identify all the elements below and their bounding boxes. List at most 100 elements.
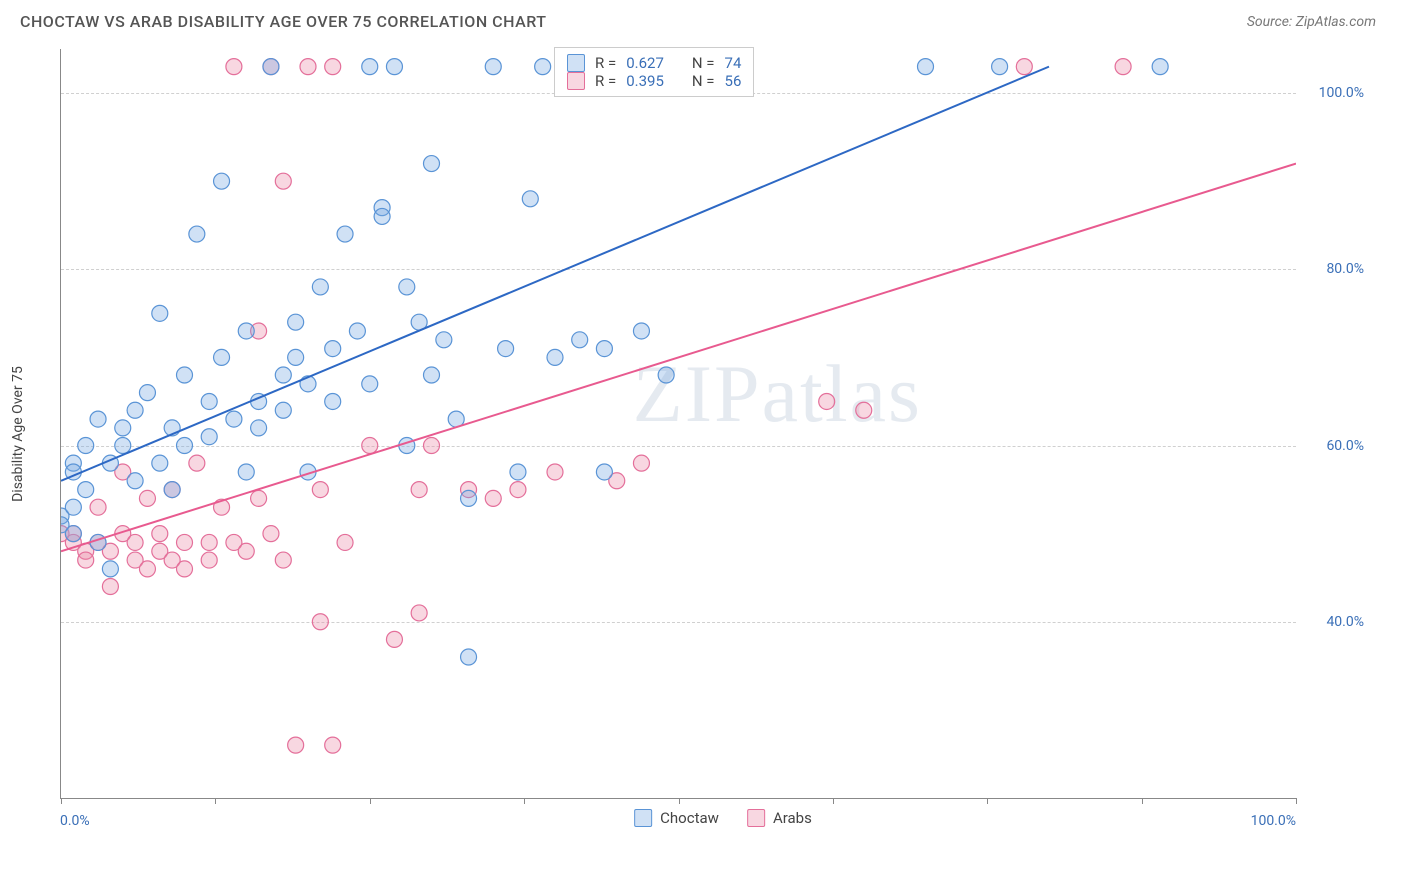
plot-region: ZIPatlas — [60, 49, 1296, 799]
point-choctaw — [152, 455, 168, 471]
point-arabs — [139, 490, 155, 506]
point-arabs — [201, 534, 217, 550]
point-choctaw — [436, 332, 452, 348]
plot-svg — [61, 49, 1296, 798]
point-choctaw — [152, 305, 168, 321]
point-choctaw — [226, 411, 242, 427]
legend-r-label: R = — [595, 72, 616, 90]
point-choctaw — [275, 367, 291, 383]
point-arabs — [325, 737, 341, 753]
point-arabs — [312, 614, 328, 630]
legend-swatch-arabs — [567, 72, 585, 90]
point-choctaw — [424, 156, 440, 172]
point-arabs — [1115, 59, 1131, 75]
point-choctaw — [177, 367, 193, 383]
point-choctaw — [275, 402, 291, 418]
point-arabs — [288, 737, 304, 753]
x-axis-label-max: 100.0% — [1251, 813, 1296, 829]
point-choctaw — [596, 464, 612, 480]
chart-title: CHOCTAW VS ARAB DISABILITY AGE OVER 75 C… — [20, 12, 546, 31]
point-choctaw — [288, 349, 304, 365]
legend-label-arabs: Arabs — [773, 809, 812, 827]
point-choctaw — [78, 482, 94, 498]
x-tick — [215, 798, 216, 804]
point-arabs — [547, 464, 563, 480]
point-arabs — [263, 526, 279, 542]
point-choctaw — [362, 59, 378, 75]
point-arabs — [238, 543, 254, 559]
point-choctaw — [485, 59, 501, 75]
point-arabs — [325, 59, 341, 75]
point-choctaw — [263, 59, 279, 75]
legend-n-value: 56 — [725, 72, 742, 90]
point-arabs — [1016, 59, 1032, 75]
point-arabs — [819, 393, 835, 409]
point-arabs — [152, 526, 168, 542]
point-choctaw — [102, 561, 118, 577]
legend-n-label: N = — [692, 54, 715, 72]
point-choctaw — [992, 59, 1008, 75]
point-choctaw — [127, 402, 143, 418]
point-choctaw — [201, 429, 217, 445]
x-tick — [1142, 798, 1143, 804]
legend-stat-row-arabs: R = 0.395 N = 56 — [567, 72, 741, 90]
point-arabs — [226, 59, 242, 75]
legend-item-arabs: Arabs — [747, 809, 812, 827]
point-choctaw — [374, 208, 390, 224]
point-arabs — [127, 534, 143, 550]
legend-item-choctaw: Choctaw — [634, 809, 719, 827]
point-choctaw — [115, 420, 131, 436]
point-arabs — [510, 482, 526, 498]
y-tick-label: 40.0% — [1326, 614, 1364, 630]
y-axis-label: Disability Age Over 75 — [10, 366, 26, 502]
point-choctaw — [658, 367, 674, 383]
point-arabs — [251, 490, 267, 506]
point-choctaw — [238, 323, 254, 339]
point-choctaw — [918, 59, 934, 75]
point-arabs — [78, 552, 94, 568]
legend-correlation-box: R = 0.627 N = 74 R = 0.395 N = 56 — [554, 47, 754, 97]
point-choctaw — [461, 490, 477, 506]
x-tick — [524, 798, 525, 804]
point-choctaw — [189, 226, 205, 242]
regression-line-choctaw — [61, 67, 1049, 481]
point-choctaw — [547, 349, 563, 365]
y-tick-label: 100.0% — [1319, 85, 1364, 101]
source-label: Source: ZipAtlas.com — [1247, 14, 1376, 30]
legend-r-value: 0.627 — [626, 54, 664, 72]
point-arabs — [424, 438, 440, 454]
point-choctaw — [498, 341, 514, 357]
point-choctaw — [65, 526, 81, 542]
point-arabs — [177, 561, 193, 577]
point-arabs — [411, 605, 427, 621]
legend-stat-row-choctaw: R = 0.627 N = 74 — [567, 54, 741, 72]
x-tick — [833, 798, 834, 804]
point-choctaw — [201, 393, 217, 409]
legend-n-value: 74 — [725, 54, 742, 72]
point-choctaw — [251, 420, 267, 436]
point-arabs — [102, 579, 118, 595]
x-tick — [370, 798, 371, 804]
point-arabs — [90, 499, 106, 515]
point-choctaw — [115, 438, 131, 454]
point-arabs — [139, 561, 155, 577]
point-choctaw — [325, 393, 341, 409]
point-choctaw — [424, 367, 440, 383]
point-choctaw — [535, 59, 551, 75]
point-choctaw — [337, 226, 353, 242]
legend-r-value: 0.395 — [626, 72, 664, 90]
point-choctaw — [596, 341, 612, 357]
point-arabs — [633, 455, 649, 471]
point-choctaw — [238, 464, 254, 480]
point-choctaw — [522, 191, 538, 207]
point-arabs — [275, 552, 291, 568]
legend-r-label: R = — [595, 54, 616, 72]
point-choctaw — [386, 59, 402, 75]
point-arabs — [275, 173, 291, 189]
point-choctaw — [1152, 59, 1168, 75]
point-choctaw — [325, 341, 341, 357]
point-choctaw — [288, 314, 304, 330]
point-choctaw — [362, 376, 378, 392]
point-arabs — [411, 482, 427, 498]
point-arabs — [362, 438, 378, 454]
